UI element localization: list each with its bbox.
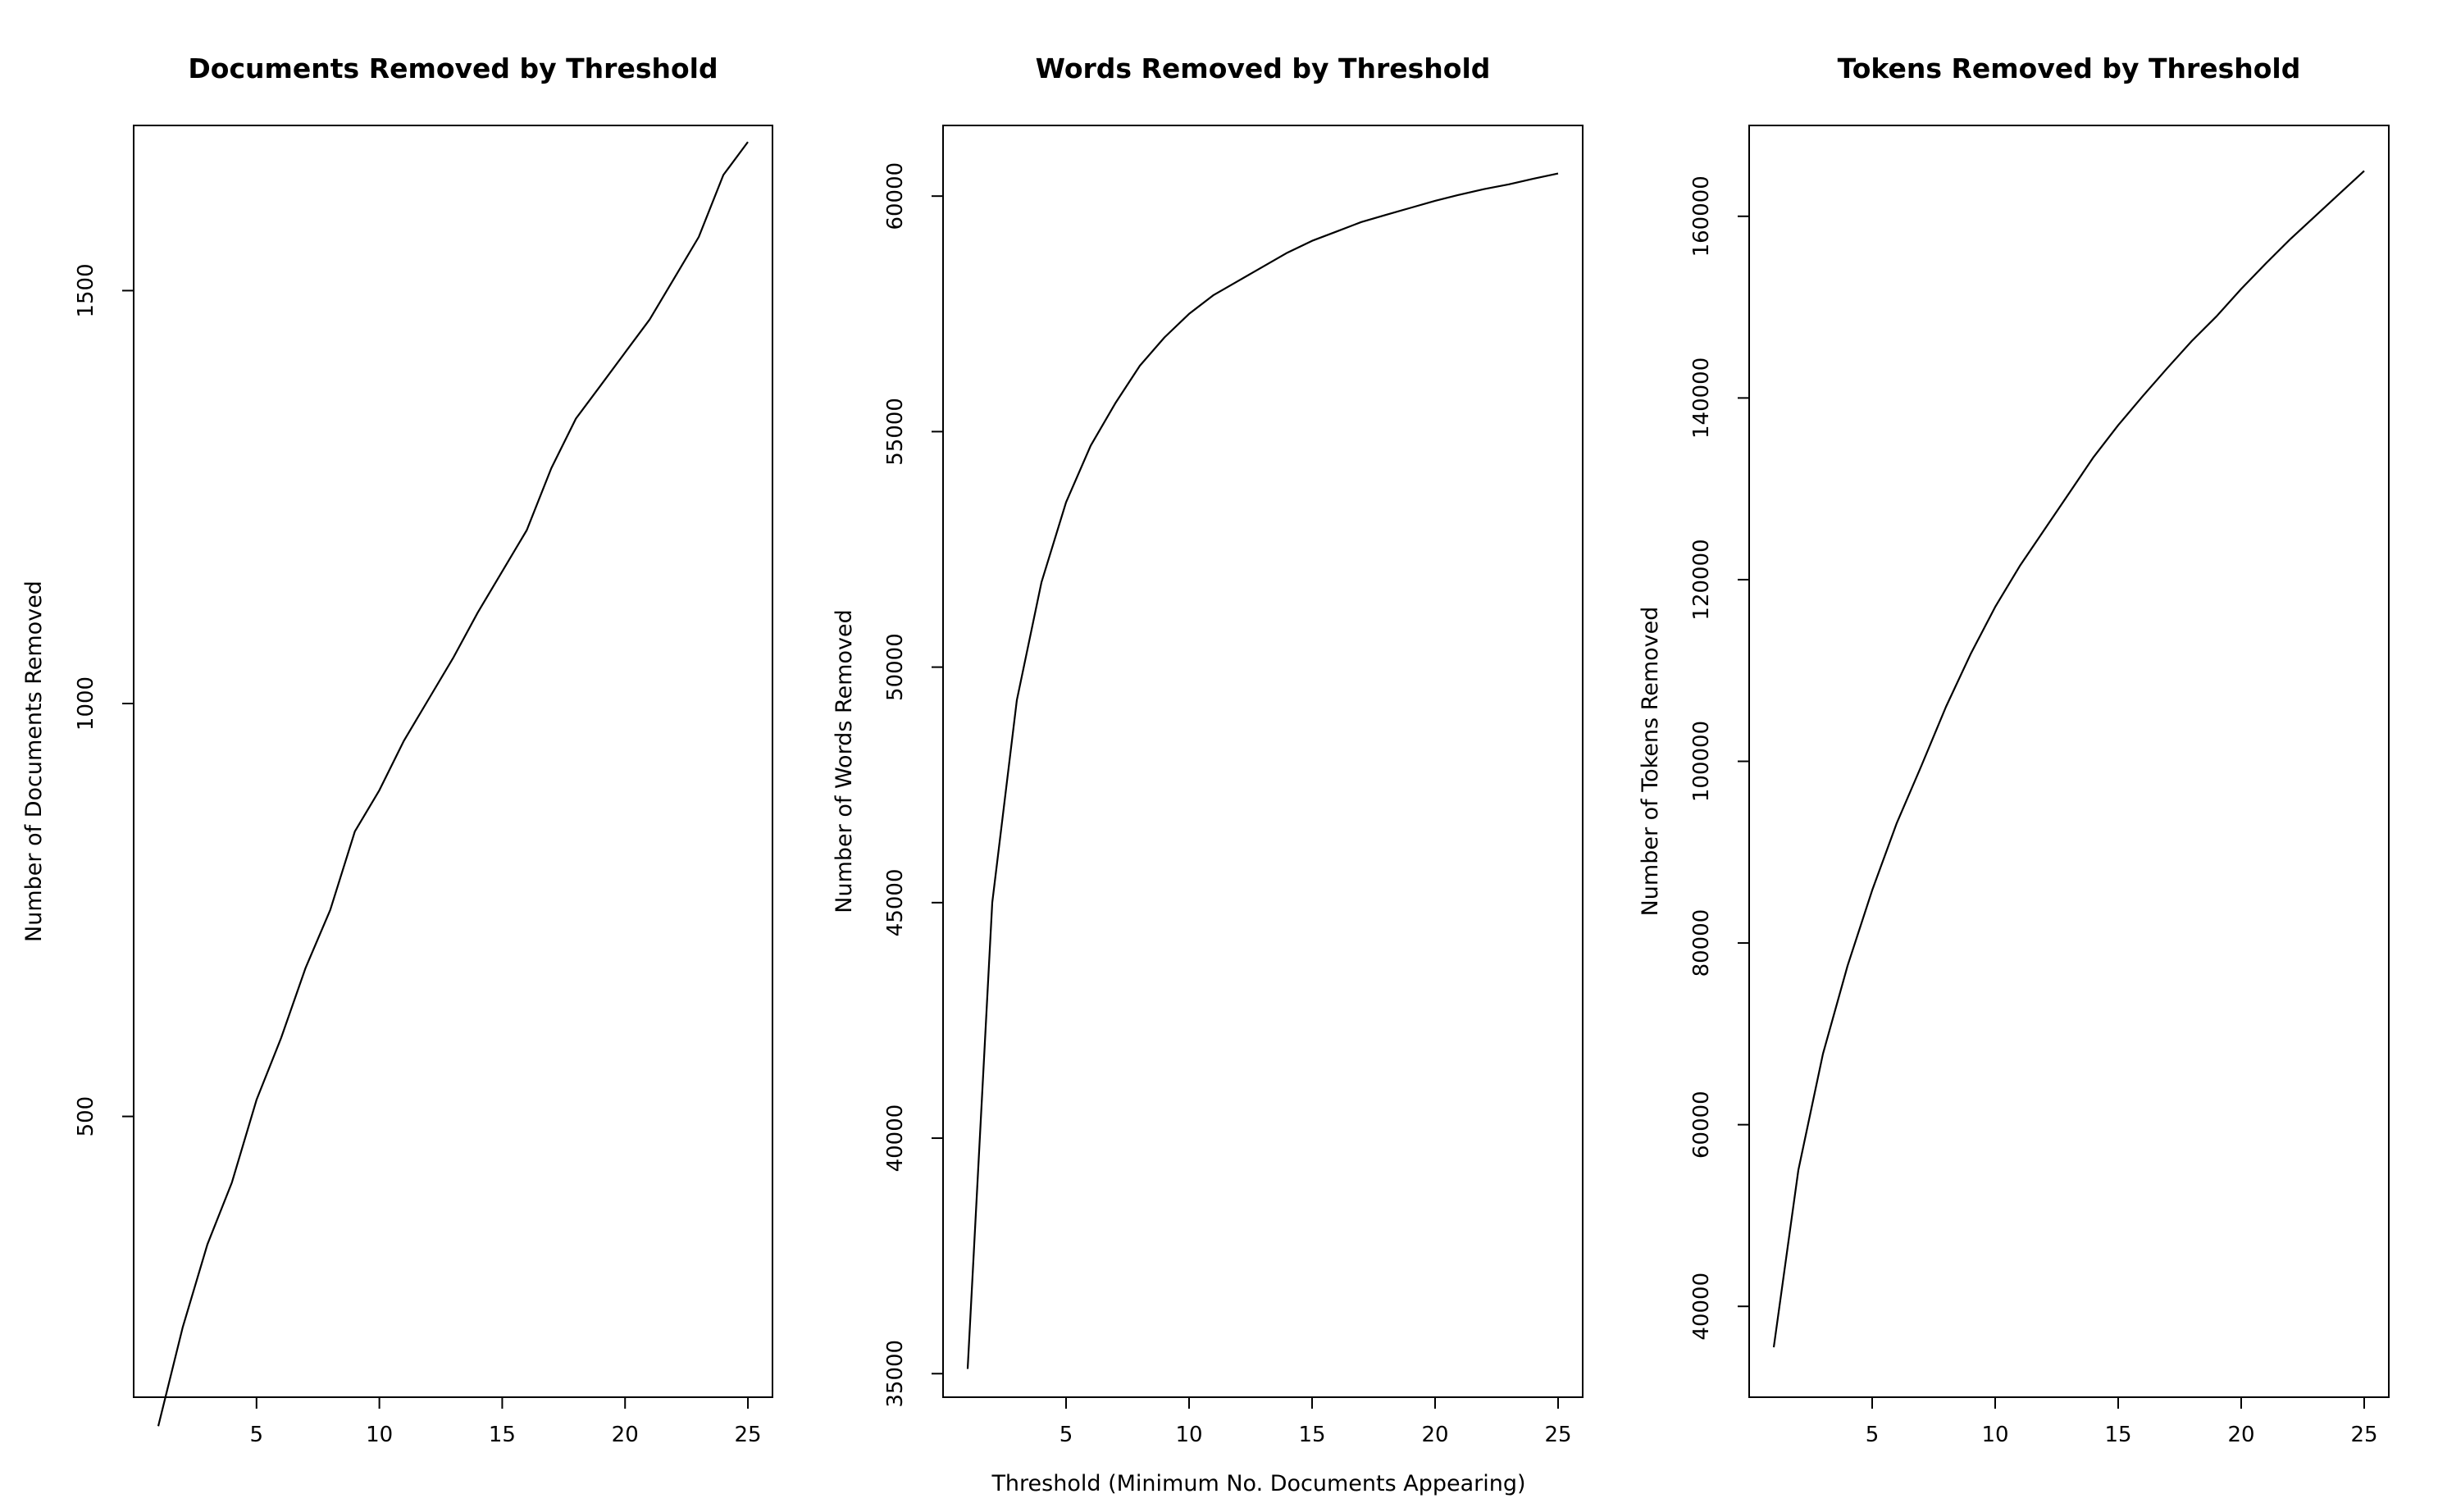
- x-tick-label: 10: [1981, 1423, 2008, 1447]
- chart-panel-2: Words Removed by Threshold 5 10 15 20 25 35000…: [832, 52, 1584, 1447]
- y-tick-label: 80000: [1689, 909, 1714, 977]
- y-tick-label: 55000: [883, 398, 908, 466]
- panels: Documents Removed by Threshold 5 10 15 20 25 5…: [21, 52, 2390, 1447]
- series-line: [1772, 170, 2365, 1348]
- series-line: [157, 141, 749, 1427]
- y-tick-label: 160000: [1689, 175, 1714, 257]
- chart-panel-1: Documents Removed by Threshold 5 10 15 20 25 5…: [21, 52, 773, 1447]
- y-tick-label: 60000: [1689, 1091, 1714, 1159]
- chart-title: Words Removed by Threshold: [1036, 52, 1491, 84]
- x-tick-label: 5: [250, 1423, 264, 1447]
- y-tick-label: 45000: [883, 868, 908, 936]
- y-tick-label: 500: [74, 1096, 98, 1137]
- y-axis-label: Number of Words Removed: [832, 609, 857, 913]
- y-tick-label: 140000: [1689, 358, 1714, 439]
- y-tick-label: 35000: [883, 1340, 908, 1408]
- x-tick-label: 15: [2104, 1423, 2131, 1447]
- chart-panel-3: Tokens Removed by Threshold 5 10 15 20 25 4000…: [1638, 52, 2390, 1447]
- plot-frame: [942, 125, 1584, 1398]
- plot-frame: [133, 125, 773, 1398]
- y-axis-label: Number of Tokens Removed: [1638, 607, 1663, 917]
- x-tick-label: 25: [2350, 1423, 2377, 1447]
- y-tick-label: 60000: [883, 162, 908, 230]
- y-axis-label: Number of Documents Removed: [21, 581, 47, 942]
- x-tick-label: 5: [1866, 1423, 1880, 1447]
- chart-title: Documents Removed by Threshold: [188, 52, 718, 84]
- y-tick-label: 50000: [883, 633, 908, 701]
- series-line: [966, 172, 1559, 1369]
- y-tick-label: 120000: [1689, 539, 1714, 620]
- x-tick-label: 20: [1421, 1423, 1448, 1447]
- y-tick-label: 1500: [74, 263, 98, 317]
- x-tick-label: 20: [612, 1423, 639, 1447]
- chart-title: Tokens Removed by Threshold: [1838, 52, 2301, 84]
- x-tick-label: 10: [366, 1423, 393, 1447]
- x-tick-label: 15: [1298, 1423, 1325, 1447]
- x-tick-label: 15: [489, 1423, 516, 1447]
- x-tick-label: 25: [734, 1423, 761, 1447]
- x-tick-label: 10: [1175, 1423, 1202, 1447]
- x-tick-label: 5: [1060, 1423, 1073, 1447]
- y-tick-label: 40000: [1689, 1273, 1714, 1341]
- x-tick-label: 25: [1544, 1423, 1571, 1447]
- y-tick-label: 40000: [883, 1104, 908, 1173]
- x-tick-label: 20: [2227, 1423, 2254, 1447]
- y-tick-label: 1000: [74, 676, 98, 731]
- shared-x-axis-label: Threshold (Minimum No. Documents Appeari…: [991, 1471, 1525, 1496]
- y-tick-label: 100000: [1689, 721, 1714, 802]
